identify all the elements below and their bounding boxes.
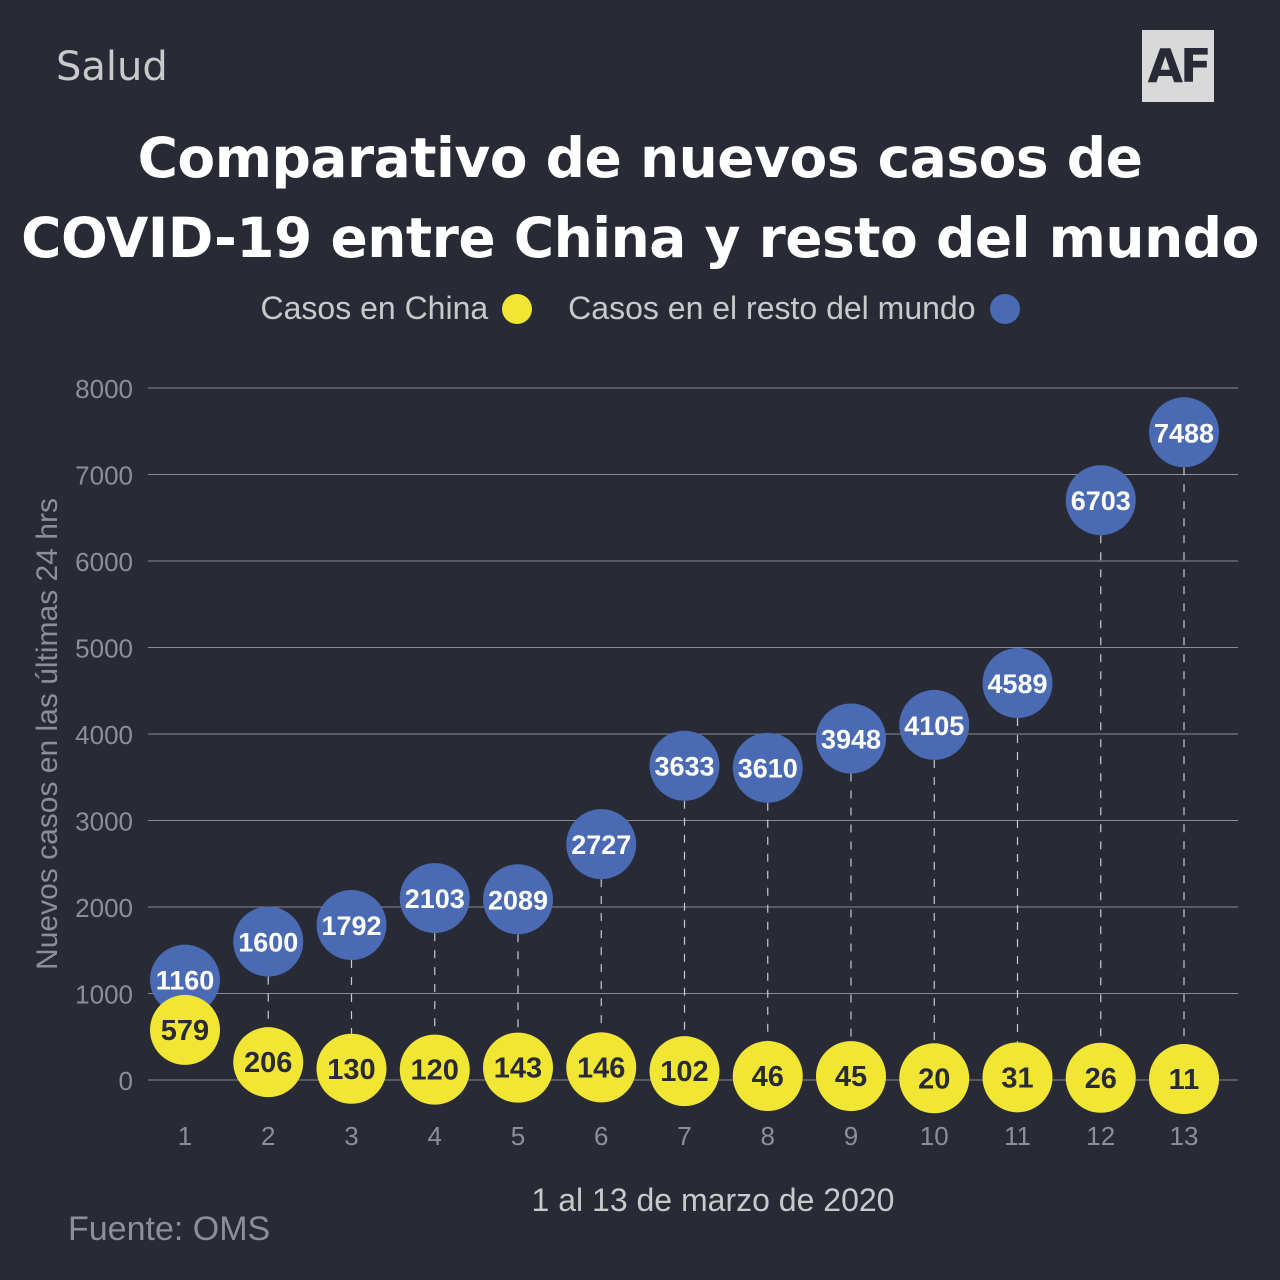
world-value-label: 1160 <box>156 966 215 996</box>
y-tick-label: 6000 <box>75 547 133 577</box>
x-tick-label: 12 <box>1086 1121 1115 1151</box>
source-note: Fuente: OMS <box>68 1210 271 1248</box>
china-value-label: 120 <box>411 1055 459 1087</box>
world-value-label: 2103 <box>405 884 465 914</box>
china-point <box>1065 1042 1136 1113</box>
china-point <box>483 1032 553 1103</box>
world-point <box>1149 397 1219 468</box>
world-value-label: 4105 <box>904 711 964 741</box>
chart-title-line-1: Comparativo de nuevos casos de <box>137 126 1143 190</box>
world-value-label: 3610 <box>738 754 798 784</box>
x-tick-label: 7 <box>677 1121 691 1151</box>
china-value-label: 46 <box>752 1061 784 1093</box>
x-tick-label: 11 <box>1004 1121 1031 1151</box>
world-value-label: 2089 <box>488 885 548 915</box>
x-tick-label: 10 <box>920 1121 949 1151</box>
china-value-label: 206 <box>244 1047 292 1079</box>
y-tick-label: 5000 <box>75 634 133 664</box>
china-point <box>899 1043 970 1114</box>
china-point <box>816 1041 886 1112</box>
world-point <box>566 809 637 880</box>
af-logo: AF <box>1142 30 1214 102</box>
world-point <box>732 732 803 803</box>
x-tick-label: 3 <box>344 1121 358 1151</box>
x-axis-label: 1 al 13 de marzo de 2020 <box>531 1182 895 1218</box>
x-tick-label: 8 <box>761 1121 775 1151</box>
china-value-label: 31 <box>1001 1062 1033 1094</box>
world-value-label: 4589 <box>987 669 1047 699</box>
world-point <box>233 906 304 977</box>
china-point <box>233 1027 304 1098</box>
china-point <box>399 1034 470 1105</box>
china-value-label: 11 <box>1169 1064 1200 1096</box>
y-tick-label: 2000 <box>75 893 133 923</box>
world-value-label: 2727 <box>571 830 631 860</box>
x-tick-label: 4 <box>428 1121 442 1151</box>
world-value-label: 3633 <box>654 752 714 782</box>
world-value-label: 1792 <box>321 911 381 941</box>
x-tick-label: 13 <box>1170 1121 1199 1151</box>
legend-dot-china <box>502 293 533 324</box>
china-point <box>732 1041 803 1112</box>
y-tick-label: 1000 <box>75 980 133 1010</box>
world-point <box>316 889 387 960</box>
x-tick-label: 5 <box>511 1121 525 1151</box>
y-tick-label: 8000 <box>75 374 133 404</box>
world-value-label: 6703 <box>1071 486 1131 516</box>
china-value-label: 143 <box>494 1053 542 1085</box>
chart-title-line-2: COVID-19 entre China y resto del mundo <box>21 206 1259 270</box>
x-tick-label: 1 <box>178 1121 192 1151</box>
section-label: Salud <box>56 44 168 90</box>
china-value-label: 579 <box>161 1015 209 1047</box>
world-value-label: 1600 <box>238 928 298 958</box>
china-point <box>316 1033 387 1104</box>
legend-label-world: Casos en el resto del mundo <box>568 290 976 326</box>
china-value-label: 146 <box>577 1052 625 1084</box>
china-value-label: 20 <box>918 1063 950 1095</box>
world-point <box>982 648 1053 719</box>
china-point <box>649 1036 720 1107</box>
china-point <box>1149 1044 1219 1115</box>
world-point <box>399 863 470 934</box>
china-point <box>566 1032 637 1103</box>
china-value-label: 45 <box>835 1061 867 1093</box>
y-tick-label: 3000 <box>75 807 133 837</box>
y-tick-label: 7000 <box>75 461 133 491</box>
world-point <box>483 864 553 935</box>
china-point <box>150 994 220 1065</box>
world-point <box>899 689 970 760</box>
china-value-label: 26 <box>1085 1063 1117 1095</box>
china-value-label: 102 <box>660 1056 708 1088</box>
china-point <box>982 1042 1053 1113</box>
y-axis-label: Nuevos casos en las últimas 24 hrs <box>31 498 64 970</box>
world-point <box>150 944 220 1015</box>
china-value-label: 130 <box>327 1054 375 1086</box>
world-point <box>1065 465 1136 536</box>
legend-label-china: Casos en China <box>260 290 489 326</box>
y-tick-label: 0 <box>119 1066 133 1096</box>
world-point <box>816 703 886 774</box>
legend-dot-world <box>989 293 1020 324</box>
legend: Casos en China Casos en el resto del mun… <box>0 290 1280 327</box>
world-value-label: 7488 <box>1154 418 1214 448</box>
world-value-label: 3948 <box>821 724 881 754</box>
x-tick-label: 6 <box>594 1121 608 1151</box>
x-tick-label: 9 <box>844 1121 858 1151</box>
y-tick-label: 4000 <box>75 720 133 750</box>
world-point <box>649 730 720 801</box>
x-tick-label: 2 <box>261 1121 275 1151</box>
chart-title: Comparativo de nuevos casos de COVID-19 … <box>0 118 1280 278</box>
